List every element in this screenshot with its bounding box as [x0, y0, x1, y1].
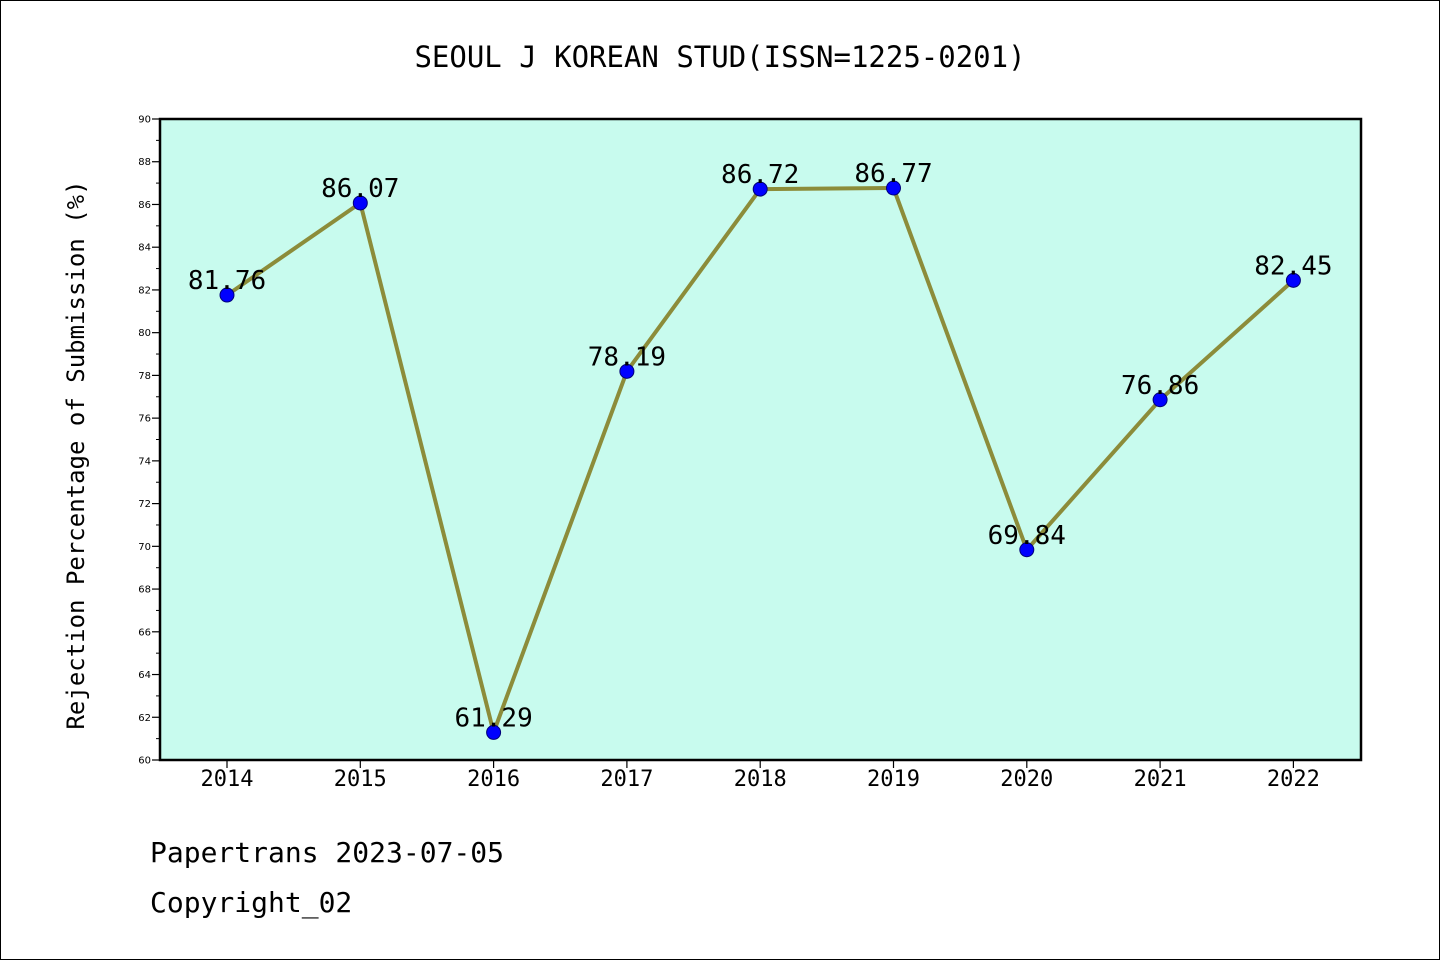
data-label: 81.76	[188, 266, 266, 296]
y-tick-label: 78	[138, 371, 151, 382]
y-axis-label: Rejection Percentage of Submission (%)	[62, 180, 90, 729]
y-tick-label: 84	[138, 243, 151, 254]
y-tick-label: 60	[138, 756, 151, 767]
x-tick-label: 2016	[467, 767, 520, 792]
data-point	[886, 180, 901, 196]
data-label: 61.29	[454, 703, 532, 733]
y-tick-label: 82	[138, 285, 151, 296]
x-tick-label: 2019	[867, 767, 920, 792]
y-tick-label: 66	[138, 627, 151, 638]
data-point	[352, 195, 368, 211]
plot-area	[158, 117, 1363, 762]
y-tick-label: 76	[138, 414, 151, 425]
data-point	[1285, 272, 1301, 288]
data-markers	[219, 180, 1301, 740]
y-tick-label: 68	[138, 585, 151, 596]
x-tick-label: 2018	[734, 767, 787, 792]
y-tick-label: 62	[138, 713, 151, 724]
data-label: 82.45	[1254, 251, 1332, 281]
y-tick-label: 70	[138, 542, 151, 553]
x-tick-label: 2021	[1134, 767, 1187, 792]
x-tick-label: 2022	[1267, 767, 1320, 792]
y-tick-label: 74	[138, 456, 151, 467]
data-point	[219, 287, 235, 303]
footer-date-text: Papertrans 2023-07-05	[150, 836, 505, 869]
chart-title: SEOUL J KOREAN STUD(ISSN=1225-0201)	[414, 40, 1025, 74]
y-axis: 60 62 64 66 68 70 72 74 76 78 80 82 84 86 88 90	[138, 115, 160, 767]
data-label: 86.72	[721, 160, 799, 190]
y-tick-label: 86	[138, 200, 151, 211]
data-point	[752, 181, 768, 197]
x-tick-label: 2017	[600, 767, 653, 792]
data-point	[619, 363, 635, 379]
x-axis: 2014 2015 2016 2017 2018 2019 2020 2021 2022	[201, 760, 1320, 792]
data-point	[1019, 542, 1035, 558]
data-point	[1152, 392, 1168, 408]
y-tick-label: 64	[138, 670, 151, 681]
data-labels: 81.76 86.07 61.29 78.19 86.72 86.77 69.84 76.86…	[188, 159, 1333, 733]
footer-copyright-text: Copyright_02	[150, 886, 353, 919]
y-tick-label: 88	[138, 157, 151, 168]
data-label: 86.07	[321, 174, 399, 204]
x-tick-label: 2014	[201, 767, 254, 792]
data-label: 76.86	[1121, 371, 1199, 401]
y-tick-label: 72	[138, 499, 151, 510]
data-label: 86.77	[854, 159, 932, 189]
x-tick-label: 2015	[334, 767, 387, 792]
data-point	[486, 724, 502, 740]
data-label: 69.84	[988, 521, 1066, 551]
data-label: 78.19	[588, 342, 666, 372]
x-tick-label: 2020	[1000, 767, 1053, 792]
y-tick-label: 80	[138, 328, 151, 339]
y-tick-label: 90	[138, 115, 151, 126]
